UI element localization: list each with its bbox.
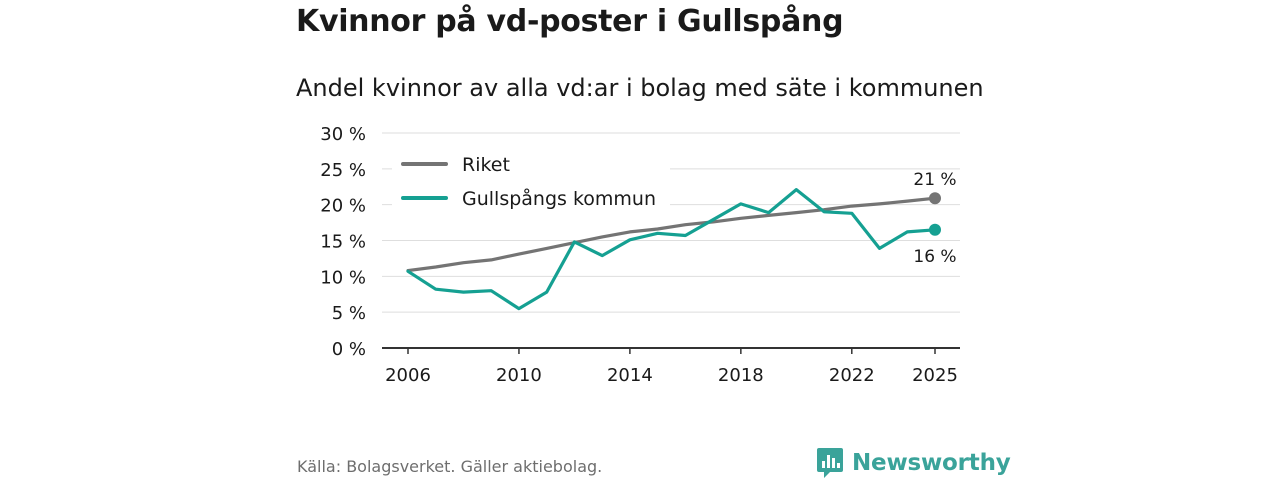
- y-tick-label: 5 %: [332, 303, 366, 324]
- end-value-label: 16 %: [913, 247, 956, 267]
- x-tick-label: 2010: [496, 365, 542, 386]
- series-lines: 21 % 16 %: [406, 170, 957, 311]
- chart-title: Kvinnor på vd-poster i Gullspång: [296, 4, 844, 39]
- newsworthy-logo-icon: [817, 448, 843, 478]
- x-tick-label: 2006: [385, 365, 431, 386]
- end-value-label: 21 %: [913, 170, 956, 190]
- y-tick-label: 15 %: [320, 232, 366, 253]
- legend-label: Gullspångs kommun: [462, 187, 656, 210]
- legend-label: Riket: [462, 154, 510, 176]
- legend-background: [392, 146, 670, 218]
- newsworthy-logo[interactable]: Newsworthy: [816, 446, 1011, 480]
- brand-name: Newsworthy: [852, 450, 1011, 476]
- line-chart: 0 %5 %10 %15 %20 %25 %30 % 2006 2010 2014 2…: [320, 124, 960, 386]
- x-tick-label: 2025: [912, 365, 958, 386]
- y-tick-label: 20 %: [320, 196, 366, 217]
- series-line-gullspang: [406, 188, 937, 311]
- y-tick-label: 0 %: [332, 339, 366, 360]
- x-axis: 2006 2010 2014 2018 2022 2025: [382, 347, 960, 386]
- y-tick-label: 10 %: [320, 267, 366, 288]
- source-note: Källa: Bolagsverket. Gäller aktiebolag.: [297, 457, 603, 476]
- x-tick-label: 2014: [607, 365, 653, 386]
- end-point-marker: [929, 223, 941, 236]
- chart-subtitle: Andel kvinnor av alla vd:ar i bolag med …: [296, 74, 984, 102]
- y-tick-label: 30 %: [320, 124, 366, 145]
- x-tick-label: 2018: [718, 365, 764, 386]
- series-line-riket: [406, 196, 937, 273]
- y-axis: 0 % 5 % 10 % 15 % 20 % 25 % 30 %: [320, 124, 366, 360]
- end-point-marker: [929, 192, 941, 205]
- y-tick-label: 25 %: [320, 160, 366, 181]
- x-tick-label: 2022: [829, 365, 875, 386]
- legend: Riket Gullspångs kommun: [392, 146, 670, 218]
